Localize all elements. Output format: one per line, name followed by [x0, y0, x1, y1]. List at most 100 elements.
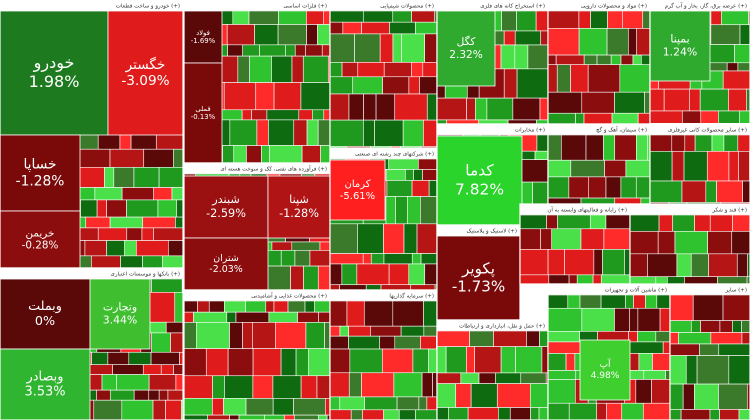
- filler-tile: [205, 348, 229, 377]
- filler-tile: [329, 93, 350, 121]
- filler-tile: [718, 383, 748, 410]
- filler-tile: [77, 148, 111, 168]
- filler-tile: [636, 28, 651, 56]
- filler-tile: [398, 409, 416, 420]
- filler-tile: [581, 91, 615, 114]
- stock-change: -2.59%: [206, 207, 246, 220]
- filler-tile: [614, 91, 645, 114]
- filler-tile: [649, 151, 673, 182]
- filler-tile: [109, 389, 135, 401]
- filler-tile: [395, 196, 408, 225]
- stock-label: وتجارت: [103, 300, 137, 313]
- filler-tile: [401, 33, 425, 63]
- filler-tile: [596, 402, 607, 420]
- stock-tile: [0, 210, 81, 269]
- filler-tile: [678, 332, 712, 345]
- filler-tile: [183, 398, 213, 416]
- filler-tile: [580, 197, 616, 205]
- filler-tile: [106, 240, 125, 257]
- filler-tile: [426, 396, 438, 411]
- filler-tile: [265, 300, 275, 313]
- filler-tile: [383, 253, 413, 265]
- filler-tile: [383, 223, 405, 254]
- filler-tile: [527, 44, 549, 70]
- filler-tile: [317, 24, 331, 46]
- filler-tile: [361, 372, 395, 398]
- stock-label: خریمن: [26, 227, 55, 239]
- filler-tile: [309, 250, 331, 267]
- filler-tile: [629, 231, 659, 255]
- filler-tile: [467, 407, 499, 420]
- filler-tile: [273, 82, 302, 111]
- filler-tile: [196, 322, 230, 349]
- filler-tile: [229, 119, 258, 146]
- filler-tile: [588, 176, 607, 199]
- filler-tile: [157, 199, 177, 218]
- filler-tile: [407, 196, 421, 225]
- filler-tile: [721, 10, 749, 26]
- filler-tile: [183, 311, 194, 323]
- filler-tile: [519, 249, 549, 276]
- filler-tile: [254, 24, 279, 46]
- sector-title: فرآورده های نفتی، کک و سوخت هسته ای (+): [220, 166, 327, 173]
- stock-tile: [579, 339, 631, 401]
- filler-tile: [356, 263, 390, 286]
- filler-tile: [656, 294, 671, 309]
- filler-tile: [316, 375, 331, 399]
- filler-tile: [319, 241, 331, 251]
- filler-tile: [426, 93, 438, 121]
- filler-tile: [694, 383, 719, 410]
- filler-tile: [628, 28, 638, 56]
- filler-tile: [448, 407, 469, 420]
- stock-change: 0%: [35, 313, 55, 328]
- filler-tile: [207, 414, 230, 420]
- filler-tile: [635, 379, 652, 404]
- filler-tile: [329, 119, 364, 147]
- filler-tile: [710, 24, 741, 45]
- filler-tile: [94, 187, 123, 201]
- filler-tile: [142, 216, 176, 229]
- filler-tile: [385, 169, 406, 181]
- filler-tile: [150, 351, 180, 366]
- filler-tile: [515, 346, 543, 374]
- filler-tile: [321, 44, 331, 57]
- filler-tile: [514, 44, 529, 70]
- filler-tile: [96, 389, 111, 401]
- stock-change: -1.69%: [191, 37, 216, 45]
- filler-tile: [741, 332, 750, 345]
- filler-tile: [252, 348, 282, 377]
- filler-tile: [101, 374, 117, 391]
- filler-tile: [107, 351, 130, 366]
- stock-label: شبندر: [211, 193, 240, 207]
- stock-change: 4.98%: [591, 371, 620, 381]
- filler-tile: [346, 300, 365, 327]
- filler-tile: [305, 322, 325, 349]
- filler-tile: [339, 396, 365, 411]
- filler-tile: [486, 97, 514, 121]
- stock-change: -3.09%: [121, 73, 169, 89]
- filler-tile: [245, 398, 274, 416]
- filler-tile: [153, 187, 173, 201]
- filler-tile: [466, 97, 476, 121]
- filler-tile: [665, 370, 671, 380]
- filler-tile: [662, 341, 671, 354]
- filler-tile: [418, 158, 438, 170]
- stock-tile: [89, 278, 151, 350]
- filler-tile: [669, 294, 694, 321]
- sector-title: لاستیک و پلاستیک (+): [467, 228, 517, 235]
- filler-tile: [682, 383, 695, 410]
- filler-tile: [596, 54, 612, 66]
- filler-tile: [436, 407, 449, 420]
- filler-tile: [547, 249, 565, 276]
- filler-tile: [538, 407, 549, 420]
- filler-tile: [445, 346, 467, 374]
- filler-tile: [493, 330, 527, 347]
- filler-tile: [226, 311, 237, 323]
- filler-tile: [642, 10, 651, 29]
- filler-tile: [718, 343, 750, 356]
- filler-tile: [603, 228, 631, 250]
- filler-tile: [536, 134, 549, 152]
- sector-title: سرمایه گذاریها (+): [389, 293, 434, 300]
- filler-tile: [578, 28, 608, 56]
- filler-tile: [500, 44, 516, 70]
